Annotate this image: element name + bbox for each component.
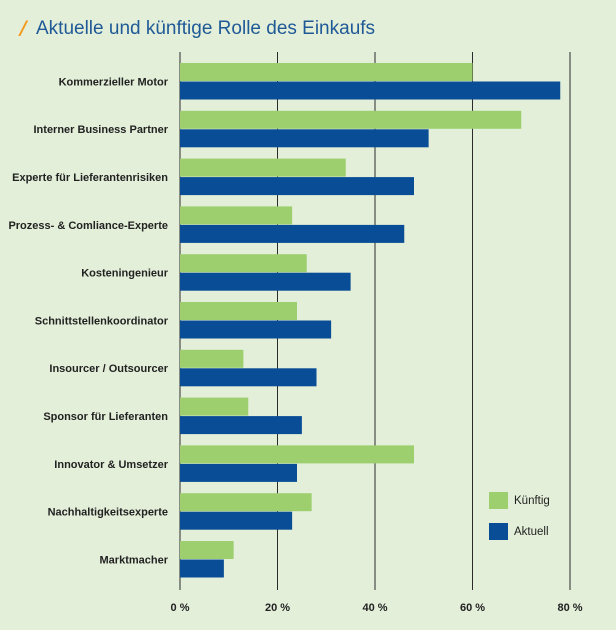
category-label: Schnittstellenkoordinator [35, 315, 169, 327]
bar-kuenftig [180, 63, 473, 81]
bar-aktuell [180, 368, 317, 387]
category-label: Sponsor für Lieferanten [43, 411, 168, 423]
bar-kuenftig [180, 254, 307, 273]
category-label: Kommerzieller Motor [59, 76, 169, 88]
bar-kuenftig [180, 493, 312, 512]
bar-kuenftig [180, 349, 244, 368]
bar-aktuell [180, 81, 561, 100]
category-label: Marktmacher [100, 554, 169, 566]
x-axis-tick-labels: 0 % 20 % 40 % 60 % 80 % [171, 602, 583, 614]
bar-aktuell [180, 177, 414, 196]
bar-kuenftig [180, 397, 249, 416]
chart-title-text: Aktuelle und künftige Rolle des Einkaufs [36, 18, 375, 39]
category-labels: Kommerzieller Motor Interner Business Par… [8, 76, 168, 566]
bar-kuenftig [180, 206, 293, 225]
category-label: Interner Business Partner [34, 124, 169, 136]
category-label: Prozess- & Comliance-Experte [8, 220, 168, 232]
category-label: Kosteningenieur [81, 268, 169, 280]
bar-aktuell [180, 129, 429, 148]
bar-aktuell [180, 511, 293, 530]
bar-kuenftig [180, 110, 522, 129]
x-tick-label: 80 % [557, 602, 582, 614]
bar-aktuell [180, 224, 405, 243]
legend-label: Künftig [514, 495, 550, 507]
category-label: Insourcer / Outsourcer [49, 363, 168, 375]
x-tick-label: 20 % [265, 602, 290, 614]
bar-aktuell [180, 272, 351, 291]
bar-aktuell [180, 559, 224, 578]
legend: Künftig Aktuell [489, 492, 550, 540]
x-tick-label: 60 % [460, 602, 485, 614]
bar-kuenftig [180, 541, 234, 559]
bar-kuenftig [180, 158, 346, 177]
bar-kuenftig [180, 302, 297, 320]
category-label: Nachhaltigkeitsexperte [48, 507, 168, 519]
bars [180, 63, 561, 578]
bar-aktuell [180, 463, 297, 482]
title-slash: / [18, 17, 29, 39]
legend-label: Aktuell [514, 526, 549, 538]
bar-kuenftig [180, 445, 414, 464]
category-label: Innovator & Umsetzer [54, 459, 168, 471]
x-tick-label: 40 % [362, 602, 387, 614]
legend-swatch [489, 523, 508, 540]
category-label: Experte für Lieferantenrisiken [12, 172, 168, 184]
legend-swatch [489, 492, 508, 509]
x-tick-label: 0 % [171, 602, 190, 614]
bar-aktuell [180, 416, 302, 435]
chart-title: / Aktuelle und künftige Rolle des Einkau… [18, 17, 375, 39]
bar-aktuell [180, 320, 332, 339]
